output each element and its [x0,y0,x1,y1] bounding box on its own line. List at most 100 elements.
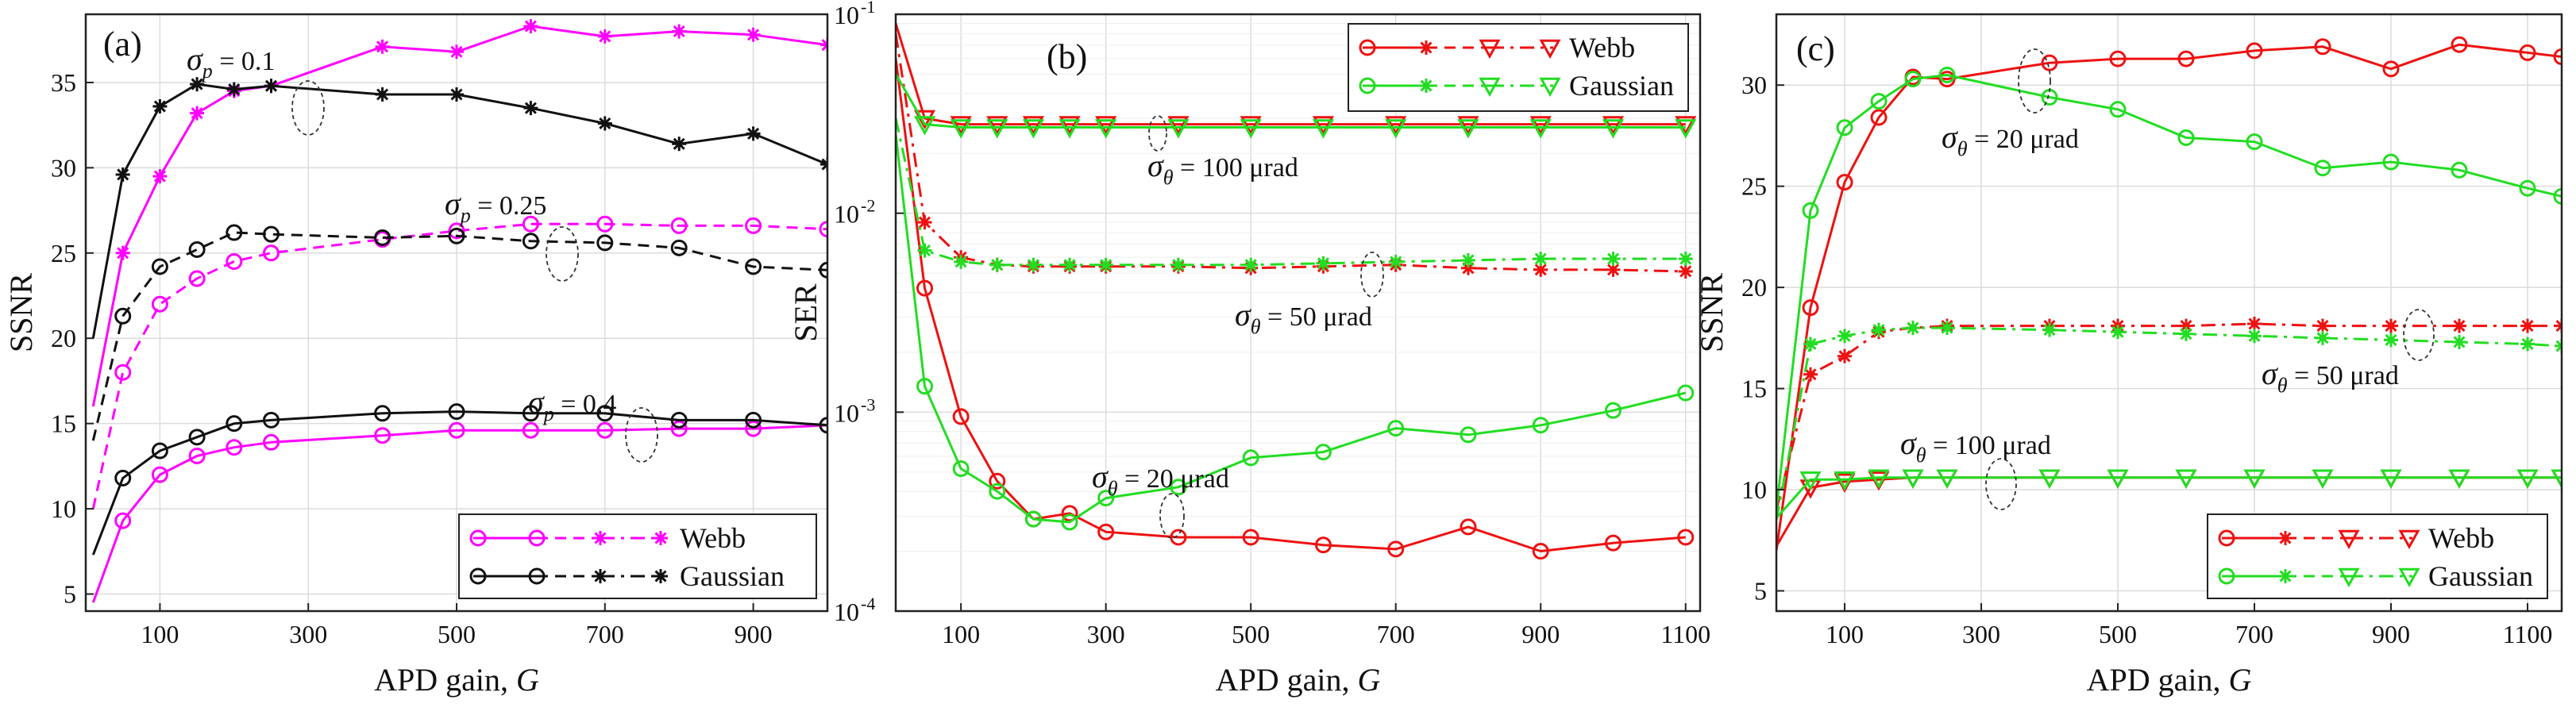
data-point [1836,174,1853,191]
annotation-value: = 50 μrad [2288,361,2399,390]
data-point [188,447,206,464]
data-point [2316,318,2330,333]
legend-marker [593,569,607,583]
data-point [2519,179,2536,197]
data-point [1170,479,1187,496]
data-point [672,137,687,152]
x-axis-label-text: APD gain, [1216,662,1358,698]
data-point [522,233,539,250]
data-point [1457,116,1479,136]
data-point [1532,417,1549,434]
series-line [896,133,1687,524]
y-tick-label: 10 [1741,475,1767,504]
annotation-subscript: θ [1251,315,1261,338]
series-gaussian-5 [896,133,1695,531]
y-tick-label: 5 [1754,577,1767,606]
data-point [1240,119,1262,139]
data-point [1675,119,1697,139]
y-tick-exponent: -4 [861,594,875,613]
x-tick-label: 300 [1962,620,2000,648]
data-point [114,469,132,486]
x-tick-label: 300 [1087,620,1125,648]
data-point [986,119,1008,139]
data-point [2109,50,2127,67]
data-point [1097,490,1115,507]
y-tick-label: 10 [834,598,859,626]
data-point [745,217,762,234]
annotation-symbol: σ [1900,425,1917,461]
legend: Webb Gaussian [2207,513,2548,599]
series-line [1776,326,2562,521]
panel-label: (c) [1796,29,1835,68]
data-point [1316,256,1331,271]
series-gaussian-4 [896,117,1693,272]
y-tick-exponent: -1 [861,0,875,17]
y-tick-exponent: -2 [861,196,875,216]
annotation-subscript: p [459,204,471,227]
annotation-ellipse [1985,458,2017,510]
data-point [596,234,614,252]
data-point [1604,402,1622,419]
curve-annotation: σθ = 50 μrad [1235,297,1372,338]
data-point [1532,543,1549,560]
y-tick-label: 30 [1741,71,1767,99]
annotation-value: = 0.4 [554,390,617,419]
data-point [746,27,761,42]
legend-marker [593,531,607,545]
data-point [114,512,132,529]
data-point [522,405,539,422]
data-point [151,442,168,460]
data-point [1606,262,1621,277]
series-gaussian-4 [91,224,827,441]
data-point [746,126,761,141]
data-point [1529,119,1552,139]
data-point [670,217,688,234]
data-point [115,245,130,260]
data-point [1838,348,1852,363]
annotation-symbol: σ [2262,356,2278,391]
data-point [1604,534,1622,552]
x-tick-label: 700 [2235,620,2273,648]
y-tick-label: 5 [64,580,76,609]
data-point [1098,257,1113,272]
data-point [1059,119,1081,139]
data-point [188,270,206,287]
data-point [1022,119,1044,139]
x-axis-label-text: APD gain, [2087,662,2229,698]
y-axis-label: SSNR [1694,273,1730,352]
data-point [152,99,168,114]
x-axis-label: APD gain, G [2087,662,2252,698]
data-point [670,411,688,429]
x-tick-label: 700 [586,620,624,648]
data-point [190,77,205,92]
data-point [1529,116,1552,136]
legend-box [1348,23,1689,112]
data-point [375,87,390,102]
data-point [1803,367,1818,382]
data-point [1024,510,1042,528]
y-tick-label: 20 [51,324,76,352]
data-point [375,39,390,54]
data-point [819,417,827,434]
curve-annotation: σθ = 50 μrad [2262,356,2399,397]
y-tick-label: 10 [834,1,859,29]
series-gaussian-5 [1776,469,2562,519]
data-point [1940,321,1954,336]
data-point [1314,444,1332,461]
legend-label: Webb [1569,32,1635,63]
data-point [522,215,539,233]
data-point [913,110,936,130]
data-point [1677,529,1695,546]
data-point [745,258,762,275]
legend-marker [1479,77,1501,98]
series-line [896,117,1686,267]
data-point [115,167,130,182]
data-point [1938,66,1956,83]
grid [1776,14,2562,611]
y-tick-label: 10 [834,398,859,427]
legend-marker [1539,39,1561,60]
data-point [2452,318,2466,333]
annotation-subscript: p [201,60,213,83]
data-point [1095,119,1117,139]
x-tick-label: 900 [735,620,773,648]
